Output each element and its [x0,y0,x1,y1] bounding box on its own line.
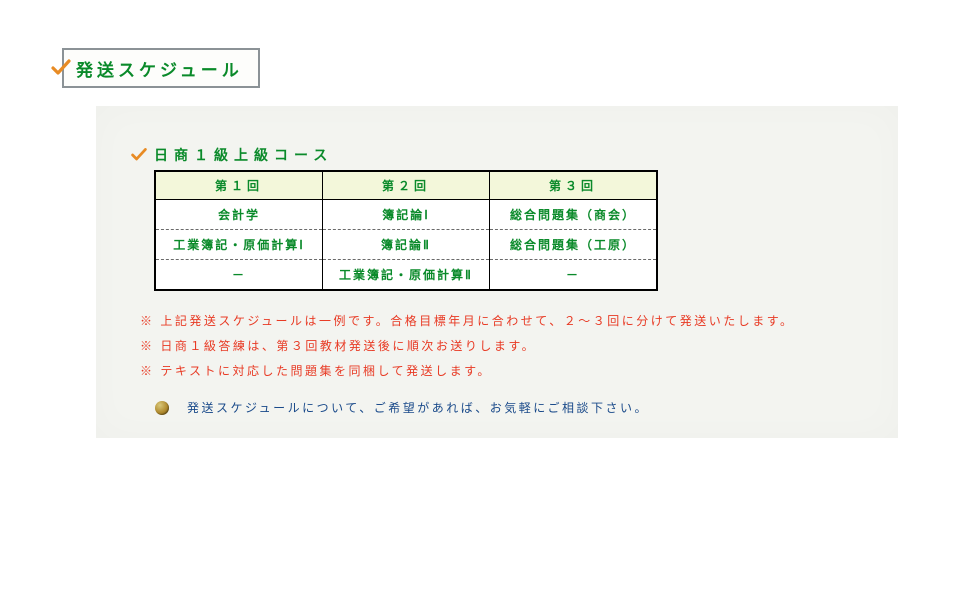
table-cell: 簿記論Ⅱ [323,230,490,260]
check-icon [130,147,148,163]
coin-icon [155,401,169,415]
table-cell: 工業簿記・原価計算Ⅰ [155,230,323,260]
table-header: 第２回 [323,171,490,200]
section-heading: 日商１級上級コース [130,145,333,165]
table-cell: 総合問題集（工原） [490,230,658,260]
table-cell: － [155,260,323,291]
table-header: 第３回 [490,171,658,200]
table-row: 工業簿記・原価計算Ⅰ 簿記論Ⅱ 総合問題集（工原） [155,230,657,260]
note-line: ※ 日商１級答練は、第３回教材発送後に順次お送りします。 [140,337,795,354]
table-header-row: 第１回 第２回 第３回 [155,171,657,200]
title-box: 発送スケジュール [62,48,260,88]
footer-line: 発送スケジュールについて、ご希望があれば、お気軽にご相談下さい。 [155,399,649,416]
section-heading-text: 日商１級上級コース [154,145,333,165]
notes-block: ※ 上記発送スケジュールは一例です。合格目標年月に合わせて、２～３回に分けて発送… [140,312,795,387]
note-line: ※ 上記発送スケジュールは一例です。合格目標年月に合わせて、２～３回に分けて発送… [140,312,795,329]
table-cell: 総合問題集（商会） [490,200,658,230]
table-row: － 工業簿記・原価計算Ⅱ － [155,260,657,291]
check-icon [50,58,72,78]
table-row: 会計学 簿記論Ⅰ 総合問題集（商会） [155,200,657,230]
note-line: ※ テキストに対応した問題集を同梱して発送します。 [140,362,795,379]
page-title: 発送スケジュール [76,56,243,81]
table-cell: 会計学 [155,200,323,230]
footer-text: 発送スケジュールについて、ご希望があれば、お気軽にご相談下さい。 [187,399,649,416]
table-cell: － [490,260,658,291]
table-cell: 工業簿記・原価計算Ⅱ [323,260,490,291]
table-header: 第１回 [155,171,323,200]
table-cell: 簿記論Ⅰ [323,200,490,230]
schedule-table: 第１回 第２回 第３回 会計学 簿記論Ⅰ 総合問題集（商会） 工業簿記・原価計算… [154,170,658,291]
page-root: 発送スケジュール 日商１級上級コース 第１回 第２回 第３回 会計学 簿記論Ⅰ … [0,0,960,600]
